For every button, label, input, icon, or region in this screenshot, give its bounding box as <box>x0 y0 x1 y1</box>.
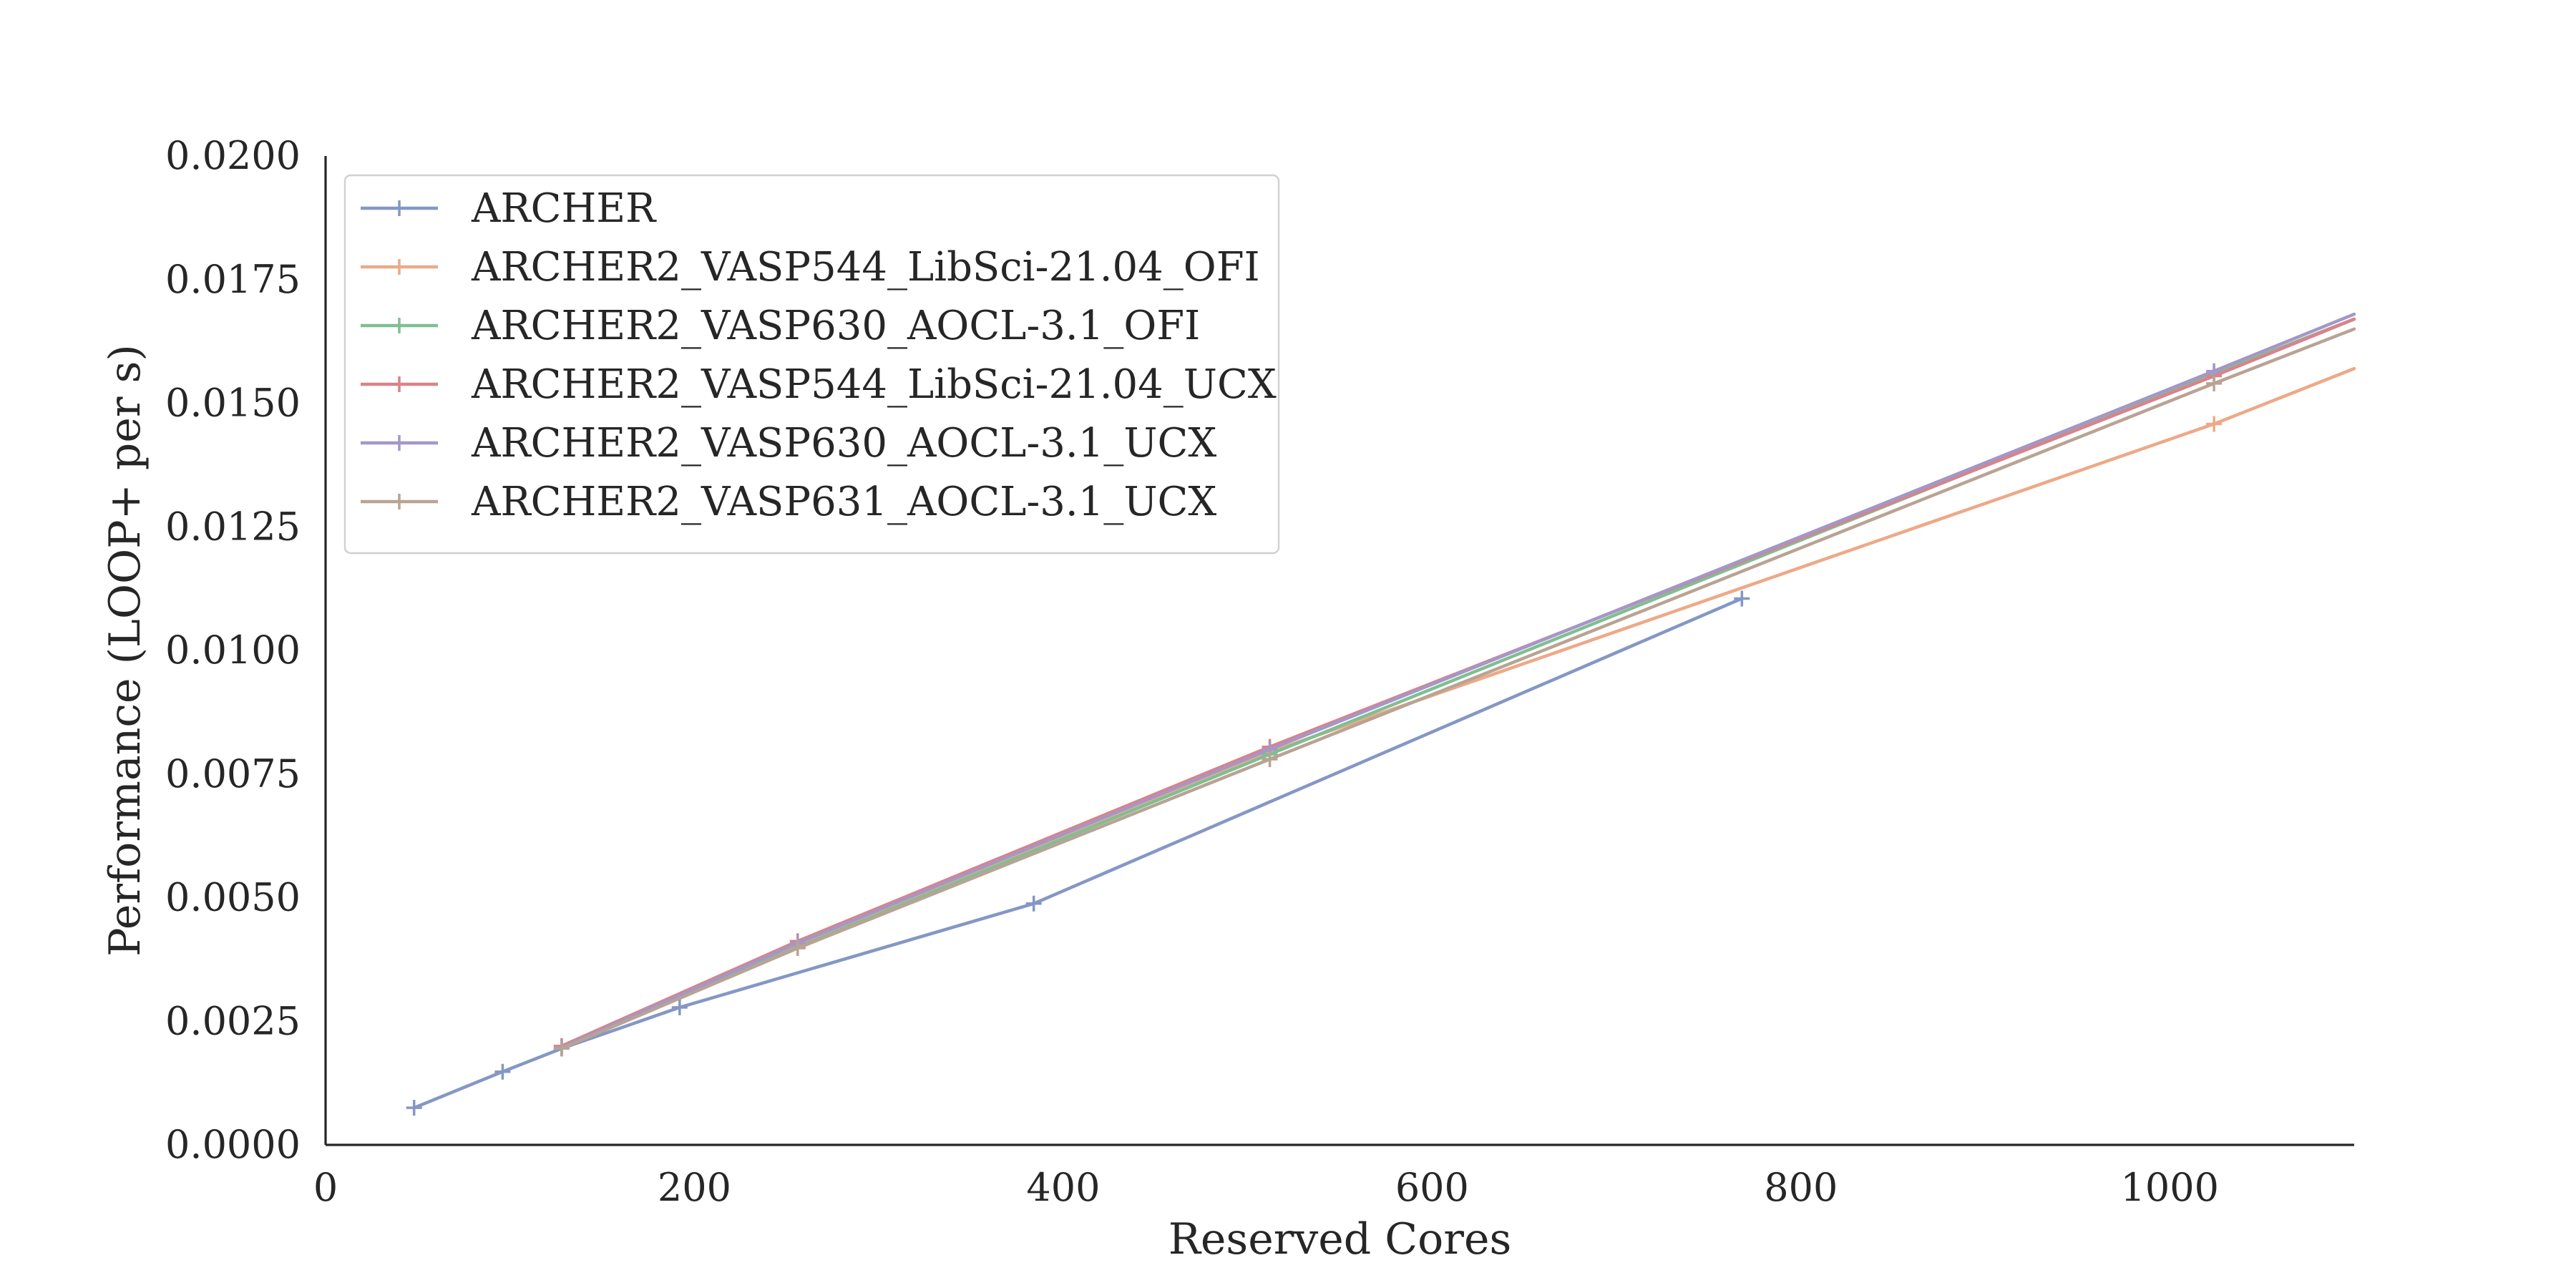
y-axis-title: Performance (LOOP+ per s) <box>100 344 150 957</box>
x-axis-ticks: 0 200 400 600 800 1000 <box>313 1165 2219 1210</box>
legend-label: ARCHER2_VASP544_LibSci-21.04_UCX <box>471 361 1277 408</box>
data-point-marker <box>1734 590 1750 607</box>
legend-item: ARCHER2_VASP630_AOCL-3.1_OFI <box>361 303 1200 349</box>
legend-marker <box>391 376 407 392</box>
legend-item: ARCHER2_VASP544_LibSci-21.04_UCX <box>361 361 1277 408</box>
legend-item: ARCHER2_VASP631_AOCL-3.1_UCX <box>361 479 1216 525</box>
data-point-marker <box>406 1100 422 1116</box>
x-axis-title: Reserved Cores <box>1169 1214 1512 1264</box>
legend-label: ARCHER <box>471 185 657 232</box>
y-tick-label: 0.0100 <box>165 628 301 673</box>
y-tick-label: 0.0025 <box>165 998 301 1043</box>
data-point-marker <box>553 1040 570 1057</box>
series-layer <box>406 312 2356 1116</box>
y-tick-label: 0.0125 <box>165 504 301 549</box>
legend-item: ARCHER <box>361 185 657 232</box>
series-0 <box>406 590 1750 1116</box>
x-tick-label: 800 <box>1764 1165 1838 1210</box>
legend-marker <box>391 259 407 275</box>
y-tick-label: 0.0200 <box>165 133 301 178</box>
y-tick-label: 0.0050 <box>165 875 301 920</box>
legend-item: ARCHER2_VASP544_LibSci-21.04_OFI <box>361 244 1260 291</box>
legend-item: ARCHER2_VASP630_AOCL-3.1_UCX <box>361 420 1216 467</box>
legend-frame <box>343 174 1280 555</box>
legend-marker <box>391 435 407 451</box>
legend-marker <box>391 200 407 216</box>
y-tick-label: 0.0150 <box>165 381 301 426</box>
series-line <box>412 597 1744 1110</box>
legend-label: ARCHER2_VASP630_AOCL-3.1_UCX <box>471 420 1216 467</box>
x-tick-label: 0 <box>313 1165 338 1210</box>
x-tick-label: 200 <box>658 1165 731 1210</box>
y-tick-label: 0.0075 <box>165 751 301 796</box>
legend-label: ARCHER2_VASP544_LibSci-21.04_OFI <box>471 244 1260 291</box>
data-point-marker <box>1025 895 1042 912</box>
data-point-marker <box>1262 751 1278 768</box>
axes-layer: 0 200 400 600 800 1000 0.00000.00250.00500.00… <box>100 133 2354 1264</box>
legend-marker <box>391 494 407 509</box>
legend-marker <box>391 318 407 333</box>
legend-label: ARCHER2_VASP631_AOCL-3.1_UCX <box>471 479 1216 525</box>
data-point-marker <box>671 999 688 1015</box>
data-point-marker <box>789 940 806 956</box>
x-tick-label: 1000 <box>2121 1165 2219 1210</box>
data-point-marker <box>2206 416 2223 432</box>
data-point-marker <box>2206 375 2223 391</box>
data-point-marker <box>494 1063 511 1080</box>
legend: ARCHER ARCHER2_VASP544_LibSci-21.04_OFI AR… <box>343 174 1280 555</box>
y-axis-ticks: 0.0000 0.0025 0.0050 0.0075 0.0100 0.0125 0.01… <box>165 133 301 1167</box>
legend-label: ARCHER2_VASP630_AOCL-3.1_OFI <box>471 303 1200 349</box>
series-5 <box>553 327 2356 1057</box>
y-tick-label: 0.0175 <box>165 257 301 302</box>
x-tick-label: 400 <box>1026 1165 1100 1210</box>
y-tick-label: 0.0000 <box>165 1122 301 1167</box>
x-tick-label: 600 <box>1395 1165 1469 1210</box>
